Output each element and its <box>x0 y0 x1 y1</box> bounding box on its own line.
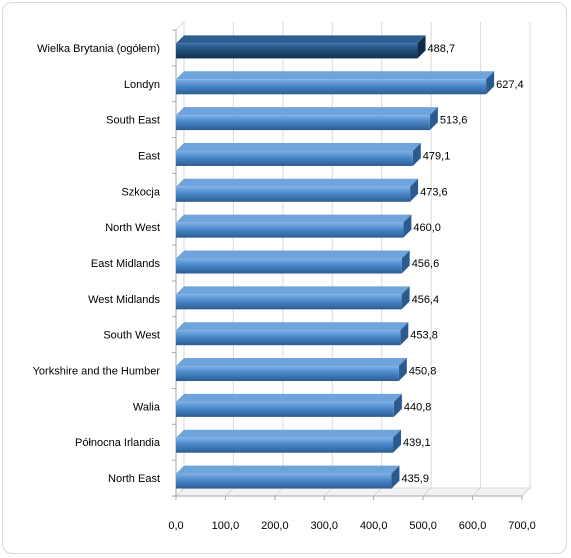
category-label: Północna Irlandia <box>75 437 161 449</box>
tick-label: 400,0 <box>360 520 388 532</box>
bar <box>176 294 402 310</box>
gridline-floor <box>521 487 531 497</box>
bar-end-face <box>393 429 402 453</box>
bar-end-face <box>486 71 495 95</box>
data-label: 479,1 <box>423 150 451 162</box>
category-label: North East <box>108 473 160 485</box>
category-label: Szkocja <box>121 186 160 198</box>
bar-top-face <box>176 322 409 331</box>
tick-label: 200,0 <box>261 520 289 532</box>
bar <box>176 473 392 489</box>
bar-end-face <box>403 214 412 238</box>
data-label: 435,9 <box>401 473 429 485</box>
bar-top-face <box>176 71 495 80</box>
tick-label: 500,0 <box>409 520 437 532</box>
data-label: 488,7 <box>428 43 456 55</box>
bar-top-face <box>176 465 400 474</box>
bar-top-face <box>176 214 412 223</box>
bar-top-face <box>176 107 438 116</box>
bar <box>176 366 399 382</box>
bar-top-face <box>176 286 410 295</box>
tick-label: 600,0 <box>459 520 487 532</box>
bar <box>176 79 487 95</box>
category-label: North West <box>105 222 160 234</box>
bar-top-face <box>176 429 402 438</box>
category-label: East <box>138 150 160 162</box>
gridline-floor <box>274 487 284 497</box>
category-label: West Midlands <box>88 294 160 306</box>
data-label: 513,6 <box>440 115 468 127</box>
gridline-floor <box>225 487 234 497</box>
gridline-floor <box>323 487 333 497</box>
bar <box>176 115 430 131</box>
bar <box>176 330 401 346</box>
bar-end-face <box>400 322 409 346</box>
bar-end-face <box>417 35 426 59</box>
category-label: Walia <box>133 401 161 413</box>
data-label: 440,8 <box>404 401 432 413</box>
gridline-floor <box>472 487 481 497</box>
tick-label: 0,0 <box>168 520 183 532</box>
data-label: 456,6 <box>412 258 440 270</box>
bar-end-face <box>393 393 402 417</box>
bar-top-face <box>176 35 426 44</box>
gridline-floor <box>175 487 185 497</box>
category-label: South West <box>103 330 160 342</box>
bar <box>176 258 402 274</box>
bar <box>176 401 394 417</box>
bar <box>176 43 418 59</box>
bar-end-face <box>401 250 410 274</box>
tick-label: 300,0 <box>311 520 339 532</box>
data-label: 460,0 <box>413 222 441 234</box>
data-label: 473,6 <box>420 186 448 198</box>
bar-end-face <box>398 358 407 382</box>
category-label: East Midlands <box>91 258 161 270</box>
gridline-floor <box>422 487 432 497</box>
bar-end-face <box>410 178 419 202</box>
bar-end-face <box>401 286 410 310</box>
tick-label: 100,0 <box>212 520 240 532</box>
category-label: Wielka Brytania (ogółem) <box>37 43 160 55</box>
category-label: Yorkshire and the Humber <box>33 366 161 378</box>
category-label: South East <box>106 115 160 127</box>
bar <box>176 222 404 238</box>
data-label: 627,4 <box>496 79 524 91</box>
bar <box>176 186 411 202</box>
gridline-floor <box>373 487 383 497</box>
bar-top-face <box>176 250 410 259</box>
bar-top-face <box>176 142 421 151</box>
category-label: Londyn <box>124 79 160 91</box>
data-label: 439,1 <box>403 437 431 449</box>
bar <box>176 150 413 166</box>
data-label: 456,4 <box>412 294 440 306</box>
data-label: 453,8 <box>410 330 438 342</box>
bar-end-face <box>391 465 400 489</box>
bar-end-face <box>412 142 421 166</box>
tick-label: 700,0 <box>508 520 536 532</box>
bar-top-face <box>176 393 402 402</box>
data-label: 450,8 <box>409 366 437 378</box>
bar-top-face <box>176 358 407 367</box>
bar-end-face <box>429 107 438 131</box>
bar-top-face <box>176 178 419 187</box>
bar <box>176 437 394 453</box>
